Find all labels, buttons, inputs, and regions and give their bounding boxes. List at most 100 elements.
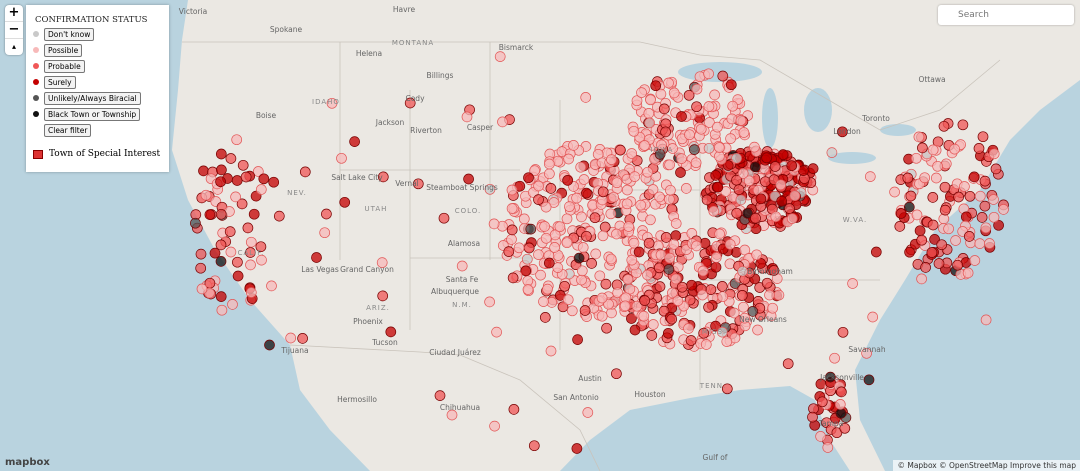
town-marker[interactable] <box>549 242 560 253</box>
town-marker[interactable] <box>920 262 931 273</box>
town-marker[interactable] <box>769 161 781 172</box>
town-marker[interactable] <box>691 101 702 113</box>
town-marker[interactable] <box>822 442 834 453</box>
filter-button[interactable]: Unlikely/Always Biracial <box>44 91 141 105</box>
filter-button[interactable]: Surely <box>44 75 76 89</box>
town-marker[interactable] <box>619 300 631 312</box>
town-marker[interactable] <box>545 345 557 357</box>
town-marker[interactable] <box>724 238 736 250</box>
town-marker[interactable] <box>605 208 617 220</box>
town-marker[interactable] <box>523 242 535 254</box>
town-marker[interactable] <box>245 287 257 298</box>
filter-button[interactable]: Black Town or Township <box>44 107 141 121</box>
town-marker[interactable] <box>525 223 537 235</box>
town-marker[interactable] <box>835 407 847 419</box>
town-marker[interactable] <box>224 226 236 237</box>
town-marker[interactable] <box>676 153 687 164</box>
town-marker[interactable] <box>731 152 742 164</box>
town-marker[interactable] <box>864 171 876 182</box>
town-marker[interactable] <box>691 83 703 95</box>
town-marker[interactable] <box>786 160 798 172</box>
town-marker[interactable] <box>581 230 592 242</box>
town-marker[interactable] <box>615 144 626 156</box>
town-marker[interactable] <box>964 190 976 202</box>
town-marker[interactable] <box>691 240 702 252</box>
town-marker[interactable] <box>579 305 591 316</box>
town-marker[interactable] <box>506 224 518 236</box>
town-marker[interactable] <box>200 189 212 201</box>
town-marker[interactable] <box>998 204 1009 215</box>
town-marker[interactable] <box>683 89 695 101</box>
town-marker[interactable] <box>917 142 928 154</box>
town-marker[interactable] <box>816 396 828 408</box>
town-marker[interactable] <box>670 273 682 285</box>
town-marker[interactable] <box>863 374 875 386</box>
town-marker[interactable] <box>285 332 297 344</box>
town-marker[interactable] <box>993 219 1004 231</box>
town-marker[interactable] <box>726 113 738 125</box>
town-marker[interactable] <box>438 212 450 224</box>
town-marker[interactable] <box>578 174 590 185</box>
town-marker[interactable] <box>710 252 722 263</box>
town-marker[interactable] <box>629 171 641 182</box>
town-marker[interactable] <box>554 221 566 233</box>
town-marker[interactable] <box>544 158 555 170</box>
town-marker[interactable] <box>655 88 667 100</box>
town-marker[interactable] <box>608 191 619 203</box>
town-marker[interactable] <box>950 235 961 246</box>
town-marker[interactable] <box>650 80 662 92</box>
town-marker[interactable] <box>689 144 700 155</box>
town-marker[interactable] <box>977 131 989 143</box>
town-marker[interactable] <box>721 336 733 347</box>
town-marker[interactable] <box>215 291 227 302</box>
town-marker[interactable] <box>195 248 207 260</box>
town-marker[interactable] <box>576 211 587 223</box>
town-marker[interactable] <box>654 281 666 292</box>
town-marker[interactable] <box>225 153 237 164</box>
town-marker[interactable] <box>714 142 725 153</box>
town-marker[interactable] <box>953 191 964 203</box>
town-marker[interactable] <box>750 212 761 224</box>
town-marker[interactable] <box>735 115 747 126</box>
town-marker[interactable] <box>984 238 995 249</box>
town-marker[interactable] <box>927 219 939 231</box>
town-marker[interactable] <box>974 238 986 249</box>
town-marker[interactable] <box>684 129 695 141</box>
town-marker[interactable] <box>710 261 722 273</box>
town-marker[interactable] <box>204 209 216 220</box>
town-marker[interactable] <box>660 232 672 243</box>
town-marker[interactable] <box>751 249 762 261</box>
town-marker[interactable] <box>522 284 534 295</box>
town-marker[interactable] <box>867 311 879 323</box>
town-marker[interactable] <box>506 234 517 245</box>
town-marker[interactable] <box>548 197 560 208</box>
town-marker[interactable] <box>523 172 534 184</box>
town-marker[interactable] <box>721 383 733 395</box>
zoom-in-button[interactable]: + <box>5 5 23 22</box>
town-marker[interactable] <box>703 142 715 154</box>
town-marker[interactable] <box>528 440 540 452</box>
town-marker[interactable] <box>672 295 684 307</box>
town-marker[interactable] <box>894 221 906 232</box>
town-marker[interactable] <box>339 196 351 208</box>
town-marker[interactable] <box>645 94 656 106</box>
town-marker[interactable] <box>725 133 736 144</box>
town-marker[interactable] <box>755 193 767 205</box>
town-marker[interactable] <box>542 283 553 295</box>
town-marker[interactable] <box>949 143 960 155</box>
town-marker[interactable] <box>760 176 771 188</box>
town-marker[interactable] <box>563 153 574 165</box>
town-marker[interactable] <box>562 294 574 306</box>
filter-button[interactable]: Probable <box>44 59 85 73</box>
town-marker[interactable] <box>255 241 267 253</box>
town-marker[interactable] <box>980 314 992 326</box>
town-marker[interactable] <box>404 97 416 109</box>
town-marker[interactable] <box>962 267 974 279</box>
town-marker[interactable] <box>631 300 643 312</box>
town-marker[interactable] <box>626 313 637 324</box>
town-marker[interactable] <box>237 159 249 171</box>
town-marker[interactable] <box>599 221 611 233</box>
town-marker[interactable] <box>540 232 552 244</box>
town-marker[interactable] <box>642 166 654 178</box>
town-marker[interactable] <box>589 212 601 224</box>
